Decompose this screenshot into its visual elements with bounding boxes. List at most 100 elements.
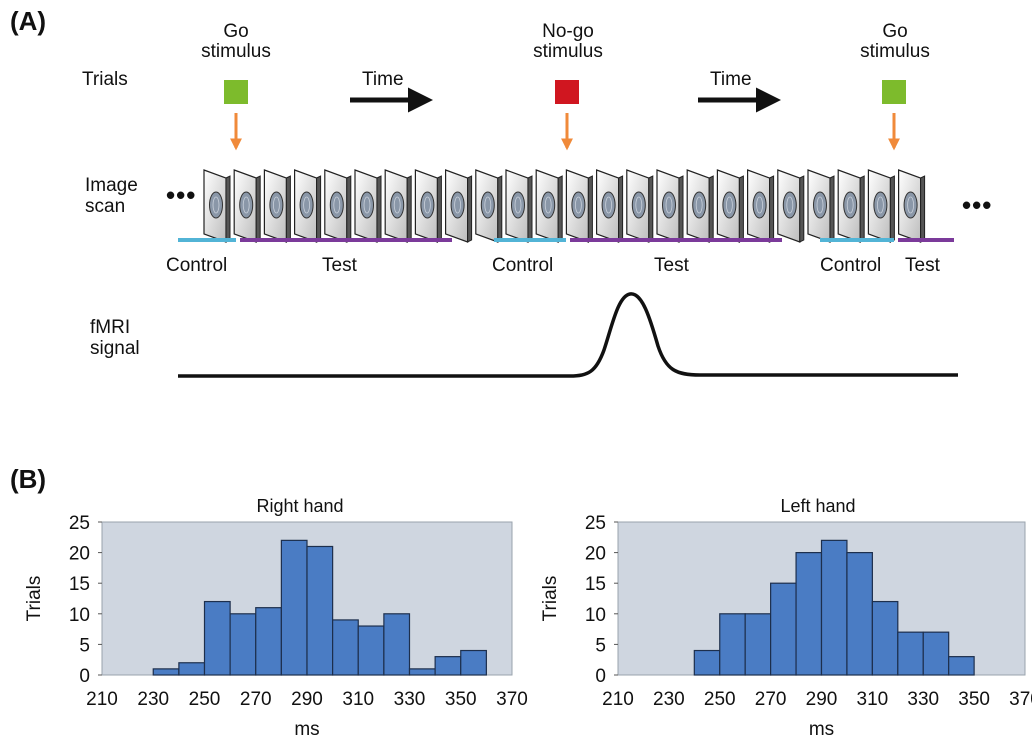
stimulus-label-1: Go stimulus xyxy=(176,22,296,62)
x-tick-label: 230 xyxy=(137,689,169,710)
x-tick-label: 270 xyxy=(755,689,787,710)
brain-slice-icon xyxy=(269,191,284,219)
brain-slice-icon xyxy=(782,191,797,219)
stimulus-3-line1: Go xyxy=(882,21,908,42)
brain-slice-icon xyxy=(662,191,676,219)
left-hand-title: Left hand xyxy=(780,496,856,516)
brain-slice-icon xyxy=(571,191,586,219)
histogram-bar xyxy=(203,600,231,676)
scan-frame xyxy=(807,169,835,243)
brain-slice-icon xyxy=(813,191,827,219)
scan-frame xyxy=(867,169,895,243)
segment-label-test-1: Test xyxy=(322,255,357,276)
x-tick-label: 250 xyxy=(704,689,736,710)
histogram-bar xyxy=(820,539,848,676)
brain-slice-icon xyxy=(511,191,525,219)
x-tick-label: 230 xyxy=(653,689,685,710)
x-tick-label: 330 xyxy=(907,689,939,710)
brain-slice-icon xyxy=(601,191,616,219)
scan-frame xyxy=(626,169,654,243)
brain-slice-icon xyxy=(541,191,556,219)
x-tick-label: 210 xyxy=(86,689,118,710)
scan-frame xyxy=(324,169,352,243)
scan-frame xyxy=(505,169,533,243)
brain-slice-icon xyxy=(480,191,495,219)
x-tick-label: 330 xyxy=(394,689,426,710)
stimulus-label-2: No-go stimulus xyxy=(508,22,628,62)
y-axis-label: Trials xyxy=(24,576,45,622)
y-tick-label: 20 xyxy=(585,544,606,565)
panel-a-label: (A) xyxy=(10,6,47,36)
scan-frame xyxy=(596,169,624,243)
y-tick-label: 10 xyxy=(69,605,90,626)
scan-frame xyxy=(233,169,261,243)
stimulus-3-line2: stimulus xyxy=(860,40,930,62)
y-axis-label: Trials xyxy=(540,576,561,622)
panel-b-label: (B) xyxy=(10,464,47,494)
scan-frame xyxy=(716,169,744,243)
scan-frame xyxy=(384,169,412,243)
scan-frame xyxy=(354,169,382,243)
histogram-bar xyxy=(255,607,282,676)
segment-label-test-2: Test xyxy=(654,255,689,276)
scan-frame xyxy=(777,169,805,243)
fmri-label-line1: fMRI xyxy=(90,317,131,338)
fmri-row-label: fMRI signal xyxy=(90,317,140,360)
brain-slice-icon xyxy=(420,191,435,219)
stimulus-2-line1: No-go xyxy=(542,21,594,42)
segment-label-test-3: Test xyxy=(905,255,940,276)
histogram-bar xyxy=(693,649,721,676)
ellipsis-left: ••• xyxy=(166,180,197,210)
y-tick-label: 5 xyxy=(79,635,90,656)
scan-frame xyxy=(656,169,684,243)
histogram-bar xyxy=(744,613,772,676)
histogram-bar xyxy=(460,649,487,676)
stimulus-1-line2: stimulus xyxy=(201,40,271,62)
histogram-bar xyxy=(178,662,206,676)
scan-frame xyxy=(898,169,926,243)
image-scan-frames xyxy=(203,169,926,243)
scan-frame xyxy=(263,169,291,243)
brain-slice-icon xyxy=(209,191,223,219)
image-scan-label-line2: scan xyxy=(85,195,126,217)
image-scan-label-line1: Image xyxy=(85,175,138,196)
fmri-signal-trace xyxy=(178,292,958,378)
image-scan-row-label: Image scan xyxy=(85,175,138,218)
nogo-stimulus-square xyxy=(555,80,579,104)
brain-slice-icon xyxy=(692,191,707,219)
x-axis-label: ms xyxy=(294,719,319,740)
x-tick-label: 270 xyxy=(240,689,272,710)
brain-slice-icon xyxy=(450,191,465,219)
scan-frame xyxy=(294,169,322,243)
y-tick-label: 15 xyxy=(585,574,606,595)
histogram-bar xyxy=(383,613,411,676)
x-tick-label: 290 xyxy=(806,689,838,710)
x-tick-label: 310 xyxy=(857,689,889,710)
time-label-2: Time xyxy=(710,69,752,90)
right-hand-histogram: 0 5 10 15 20 25 210 230 250 270 290 310 330 350 370 ms T… xyxy=(24,513,528,740)
y-tick-label: 0 xyxy=(595,666,606,687)
histogram-bar xyxy=(280,539,308,676)
ellipsis-right: ••• xyxy=(962,190,993,220)
histogram-bar xyxy=(332,619,359,676)
brain-slice-icon xyxy=(843,191,858,219)
scan-frame xyxy=(414,169,442,243)
left-hand-histogram: 0 5 10 15 20 25 210 230 250 270 290 310 330 350 370 ms T… xyxy=(540,513,1032,740)
histogram-bar xyxy=(719,613,746,676)
scan-frame xyxy=(203,169,231,243)
scan-frame xyxy=(535,169,563,243)
go-stimulus-square-1 xyxy=(224,80,248,104)
scan-frame xyxy=(565,169,593,243)
histogram-bar xyxy=(152,668,180,676)
histogram-bar xyxy=(871,600,899,676)
fmri-label-line2: signal xyxy=(90,337,140,359)
brain-slice-icon xyxy=(329,191,344,219)
scan-frame xyxy=(475,169,503,243)
y-tick-label: 0 xyxy=(79,666,90,687)
histogram-bar xyxy=(357,625,385,676)
x-tick-label: 350 xyxy=(958,689,990,710)
histogram-bar xyxy=(795,551,823,676)
brain-slice-icon xyxy=(360,191,374,219)
brain-slice-icon xyxy=(631,191,646,219)
